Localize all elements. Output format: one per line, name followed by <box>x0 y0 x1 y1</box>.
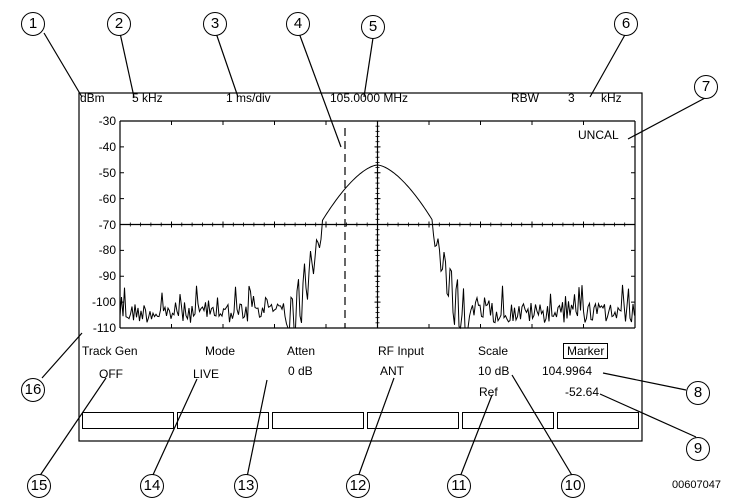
ref-unit-label: dBm <box>80 91 105 105</box>
leader-11 <box>459 394 493 478</box>
y-tick-label: -60 <box>98 191 116 206</box>
leader-9 <box>599 393 697 438</box>
y-tick-label: -100 <box>91 295 116 310</box>
leader-16 <box>41 332 83 379</box>
callout-16: 16 <box>21 378 45 402</box>
leader-14 <box>151 378 198 478</box>
leader-8 <box>602 372 687 391</box>
spectrum-trace <box>119 164 635 330</box>
callout-12: 12 <box>346 474 370 498</box>
rbw-value: 3 <box>568 91 575 105</box>
callout-15: 15 <box>27 474 51 498</box>
callout-14: 14 <box>140 474 164 498</box>
callout-11: 11 <box>447 474 471 498</box>
callout-4: 4 <box>286 12 310 36</box>
softkey-1[interactable] <box>82 412 174 429</box>
track-gen-label: Track Gen <box>82 344 138 358</box>
softkey-5[interactable] <box>462 412 554 429</box>
callout-3: 3 <box>203 12 227 36</box>
softkey-6[interactable] <box>557 412 639 429</box>
softkey-2[interactable] <box>177 412 269 429</box>
callout-7: 7 <box>694 75 718 99</box>
scale-value: 10 dB <box>478 364 510 378</box>
leader-1 <box>43 32 83 98</box>
leader-5 <box>363 37 374 98</box>
y-tick-label: -40 <box>98 139 116 154</box>
marker-level-value: -52.64 <box>565 385 600 399</box>
mode-value: LIVE <box>193 367 220 381</box>
y-tick-label: -50 <box>98 165 116 180</box>
callout-5: 5 <box>361 15 385 39</box>
leader-15 <box>38 377 107 478</box>
leader-3 <box>215 32 239 98</box>
rbw-label: RBW <box>511 91 539 105</box>
callout-2: 2 <box>107 12 131 36</box>
y-tick-label: -110 <box>92 321 116 335</box>
rf-input-label: RF Input <box>378 344 425 358</box>
leader-2 <box>119 32 135 98</box>
uncal-indicator: UNCAL <box>578 128 619 142</box>
callout-9: 9 <box>686 437 710 461</box>
center-frequency-readout: 105.0000 MHz <box>330 91 409 105</box>
leader-10 <box>511 374 574 478</box>
callout-1: 1 <box>21 12 45 36</box>
softkey-4[interactable] <box>367 412 459 429</box>
leader-7 <box>627 97 706 140</box>
ref-label: Ref <box>479 385 498 399</box>
track-gen-value: OFF <box>99 367 123 381</box>
atten-value: 0 dB <box>288 364 313 378</box>
y-tick-label: -80 <box>98 243 116 258</box>
leader-6 <box>589 32 627 98</box>
atten-label: Atten <box>287 344 316 358</box>
screen-outer-frame <box>78 92 643 442</box>
y-tick-label: -30 <box>98 114 116 128</box>
callout-6: 6 <box>614 12 638 36</box>
y-tick-label: -90 <box>98 269 116 284</box>
callout-13: 13 <box>234 474 258 498</box>
figure-id: 00607047 <box>672 479 721 491</box>
rbw-unit: kHz <box>601 91 622 105</box>
sweep-readout: 1 ms/div <box>226 91 271 105</box>
rf-input-value: ANT <box>380 364 404 378</box>
mode-label: Mode <box>205 344 236 358</box>
leader-4 <box>298 32 342 148</box>
softkey-3[interactable] <box>272 412 364 429</box>
span-readout: 5 kHz <box>132 91 163 105</box>
scale-label: Scale <box>478 344 509 358</box>
marker-frequency-value: 104.9964 <box>542 364 593 378</box>
y-tick-label: -70 <box>98 217 116 232</box>
callout-8: 8 <box>686 381 710 405</box>
leader-12 <box>357 377 395 478</box>
callout-10: 10 <box>561 474 585 498</box>
marker-label[interactable]: Marker <box>563 343 609 359</box>
